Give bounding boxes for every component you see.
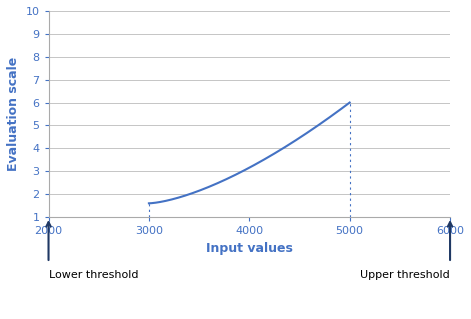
- Y-axis label: Evaluation scale: Evaluation scale: [7, 57, 20, 171]
- Text: Upper threshold: Upper threshold: [360, 270, 450, 280]
- Text: Lower threshold: Lower threshold: [49, 270, 138, 280]
- X-axis label: Input values: Input values: [206, 241, 293, 255]
